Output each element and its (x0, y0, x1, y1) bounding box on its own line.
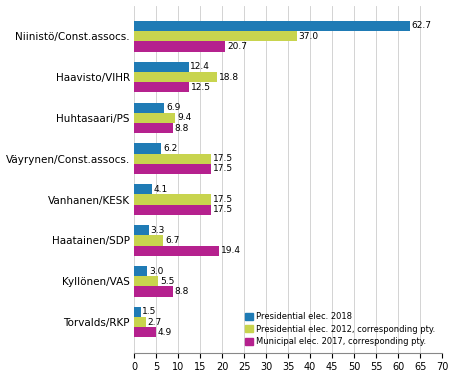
Text: 12.5: 12.5 (191, 83, 211, 92)
Bar (134, 143, 161, 153)
Bar (134, 21, 410, 31)
Text: 6.9: 6.9 (166, 103, 181, 112)
Text: 4.1: 4.1 (154, 185, 168, 194)
Bar (134, 307, 141, 317)
Text: 17.5: 17.5 (213, 164, 233, 174)
Bar (134, 184, 152, 194)
Bar (134, 164, 211, 174)
Text: 6.7: 6.7 (165, 236, 180, 245)
Bar (134, 317, 146, 327)
Text: 2.7: 2.7 (148, 318, 162, 327)
Bar (134, 82, 189, 92)
Text: 5.5: 5.5 (160, 277, 174, 286)
Bar (134, 194, 211, 204)
Text: 18.8: 18.8 (218, 73, 239, 82)
Bar (134, 31, 297, 41)
Legend: Presidential elec. 2018, Presidential elec. 2012, corresponding pty., Municipal : Presidential elec. 2018, Presidential el… (242, 310, 438, 349)
Text: 17.5: 17.5 (213, 205, 233, 214)
Text: 17.5: 17.5 (213, 195, 233, 204)
Text: 19.4: 19.4 (221, 246, 241, 255)
Text: 4.9: 4.9 (158, 328, 172, 337)
Bar (134, 287, 173, 297)
Bar (134, 102, 164, 113)
Text: 9.4: 9.4 (177, 113, 192, 122)
Bar (134, 123, 173, 133)
Bar (134, 72, 217, 82)
Text: 37.0: 37.0 (299, 32, 319, 41)
Text: 20.7: 20.7 (227, 42, 247, 51)
Bar (134, 153, 211, 164)
Bar (134, 245, 219, 256)
Bar (134, 266, 147, 276)
Text: 6.2: 6.2 (163, 144, 178, 153)
Text: 62.7: 62.7 (412, 22, 432, 31)
Bar (134, 235, 163, 245)
Bar (134, 41, 225, 51)
Bar (134, 327, 156, 338)
Bar (134, 225, 148, 235)
Text: 12.4: 12.4 (190, 62, 210, 71)
Bar (134, 62, 188, 72)
Text: 8.8: 8.8 (174, 124, 189, 133)
Text: 17.5: 17.5 (213, 154, 233, 163)
Text: 3.3: 3.3 (150, 226, 165, 235)
Text: 3.0: 3.0 (149, 266, 163, 276)
Text: 8.8: 8.8 (174, 287, 189, 296)
Bar (134, 204, 211, 215)
Text: 1.5: 1.5 (143, 307, 157, 316)
Bar (134, 113, 175, 123)
Bar (134, 276, 158, 287)
